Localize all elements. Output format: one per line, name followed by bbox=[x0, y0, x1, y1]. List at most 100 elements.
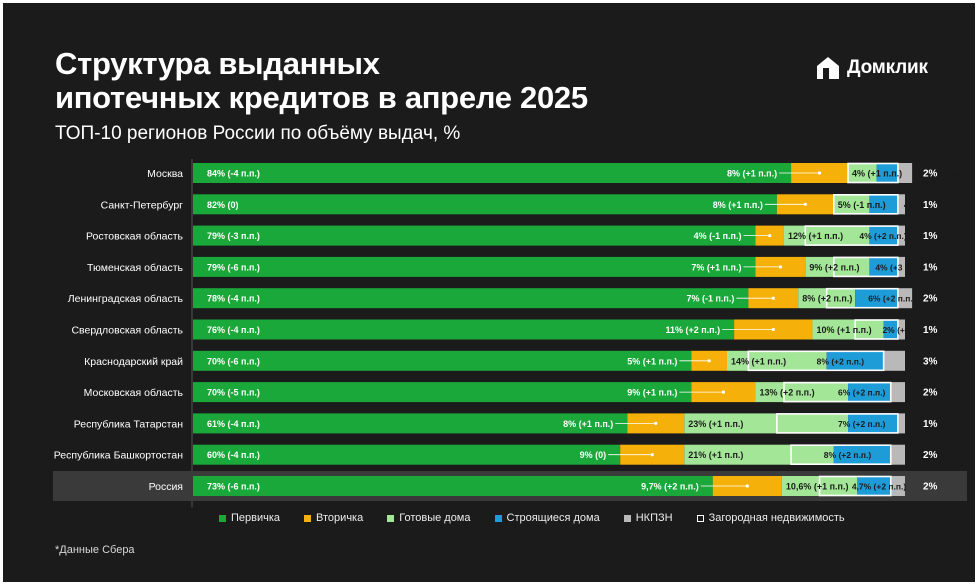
title-line-1: Структура выданных bbox=[55, 46, 380, 81]
bar-primary bbox=[193, 476, 713, 496]
bar-ready bbox=[755, 382, 849, 403]
connector-dot-secondary bbox=[721, 390, 726, 394]
connector-dot-secondary bbox=[803, 202, 807, 206]
bar-nkpzn bbox=[897, 319, 905, 340]
bar-construction bbox=[857, 476, 891, 496]
bar-primary bbox=[193, 194, 777, 215]
country-share-outline bbox=[804, 225, 899, 246]
bar-ready bbox=[805, 256, 870, 277]
legend-item-primary: Первичка bbox=[219, 512, 280, 524]
bar-label-ready: 9% (+2 п.п.) bbox=[809, 262, 859, 272]
chart-legend: Первичка Вторичка Готовые дома Строящиеся д… bbox=[219, 512, 845, 524]
bar-ready bbox=[684, 444, 834, 465]
country-share-outline bbox=[854, 319, 899, 340]
bar-label-ready: 10,6% (+1 п.п.) bbox=[786, 482, 849, 492]
bar-label-construction: 3% (+1 п.п.) bbox=[918, 169, 966, 179]
bar-label-primary: 76% (-4 п.п.) bbox=[207, 325, 260, 335]
bar-label-nkpzn: 1% bbox=[923, 262, 938, 273]
bar-label-secondary: 9% (+1 п.п.) bbox=[627, 388, 677, 398]
bar-label-secondary: 8% (+1 п.п.) bbox=[563, 419, 613, 429]
category-label: Республика Башкортостан bbox=[54, 450, 183, 462]
bar-primary bbox=[193, 225, 756, 246]
bar-label-ready: 13% (+2 п.п.) bbox=[759, 388, 814, 398]
bar-construction bbox=[833, 444, 891, 465]
bar-nkpzn bbox=[883, 350, 905, 371]
house-logo-icon bbox=[817, 57, 839, 79]
bar-ready bbox=[812, 319, 884, 340]
legend-swatch bbox=[494, 514, 502, 522]
category-label: Тюменская область bbox=[87, 262, 183, 274]
bar-label-construction: 2% (+1 п.п.) bbox=[882, 325, 930, 335]
bar-nkpzn bbox=[897, 288, 913, 309]
page-title: Структура выданных ипотечных кредитов в … bbox=[55, 47, 588, 115]
bar-label-secondary: 7% (+1 п.п.) bbox=[691, 262, 741, 272]
legend-item-nkpzn: НКПЗН bbox=[623, 512, 673, 524]
country-share-outline bbox=[790, 444, 892, 466]
connector-dot-secondary bbox=[768, 234, 772, 238]
legend-label: Вторичка bbox=[316, 512, 364, 524]
bar-label-primary: 78% (-4 п.п.) bbox=[207, 294, 260, 304]
bar-label-nkpzn: 2% bbox=[923, 169, 938, 180]
bar-primary bbox=[193, 382, 692, 403]
bar-label-primary: 79% (-6 п.п.) bbox=[207, 262, 260, 272]
bar-label-construction: 8% (+2 п.п.) bbox=[817, 356, 865, 366]
bar-label-construction: 8% (+2 п.п.) bbox=[824, 450, 872, 460]
country-share-outline bbox=[832, 194, 899, 215]
title-line-2: ипотечных кредитов в апреле 2025 bbox=[55, 80, 588, 115]
category-label: Московская область bbox=[84, 387, 184, 399]
bar-construction bbox=[848, 382, 891, 403]
bar-nkpzn bbox=[897, 413, 905, 434]
legend-swatch bbox=[696, 514, 704, 522]
connector-dot-secondary bbox=[817, 171, 822, 175]
bar-label-nkpzn: 2% bbox=[923, 482, 938, 493]
bar-label-secondary: 8% (+1 п.п.) bbox=[713, 200, 763, 210]
connector-dot-secondary bbox=[654, 421, 658, 425]
bar-label-ready: 21% (+1 п.п.) bbox=[688, 450, 743, 460]
bar-label-primary: 61% (-4 п.п.) bbox=[207, 419, 260, 429]
bar-nkpzn bbox=[890, 476, 905, 496]
bar-label-nkpzn: 3% bbox=[923, 356, 938, 367]
bar-label-construction: 4% (0) bbox=[904, 200, 929, 210]
bar-nkpzn bbox=[890, 382, 905, 403]
bar-nkpzn bbox=[897, 256, 905, 277]
country-share-outline bbox=[825, 287, 899, 309]
bar-label-secondary: 9% (0) bbox=[580, 450, 607, 460]
category-label: Санкт-Петербург bbox=[101, 199, 184, 211]
legend-label: НКПЗН bbox=[635, 512, 673, 524]
bar-label-construction: 4% (+2 п.п.) bbox=[859, 231, 907, 241]
bar-construction bbox=[869, 256, 898, 277]
legend-label: Первичка bbox=[231, 512, 281, 524]
bar-label-construction: 4% (+3 п.п.) bbox=[875, 262, 923, 272]
infographic: Структура выданных ипотечных кредитов в … bbox=[3, 3, 975, 582]
bar-construction bbox=[848, 413, 898, 434]
bar-label-primary: 70% (-5 п.п.) bbox=[207, 388, 260, 398]
footnote: *Данные Сбера bbox=[55, 544, 135, 556]
category-label: Свердловская область bbox=[71, 325, 183, 337]
country-share-outline bbox=[783, 381, 892, 403]
bar-label-nkpzn: 1% bbox=[923, 419, 938, 430]
bar-ready bbox=[833, 194, 870, 215]
bar-label-primary: 79% (-3 п.п.) bbox=[207, 231, 260, 241]
country-share-outline bbox=[847, 162, 899, 184]
legend-item-construction: Строящиеся дома bbox=[494, 512, 600, 524]
bar-primary bbox=[193, 319, 735, 340]
bar-label-nkpzn: 1% bbox=[923, 200, 938, 211]
bar-label-ready: 4% (+1 п.п.) bbox=[852, 169, 902, 179]
bar-label-construction: 6% (+2 п.п.) bbox=[838, 388, 886, 398]
bar-label-construction: 6% (+2 п.п.) bbox=[868, 294, 916, 304]
connector-dot-secondary bbox=[771, 296, 775, 300]
bar-ready bbox=[684, 413, 849, 434]
stacked-bar-chart: Москва 84% (-4 п.п.) 8% (+1 п.п.) 4% (+1 п.… bbox=[53, 159, 967, 508]
connector-dot-secondary bbox=[745, 484, 749, 488]
country-share-outline bbox=[832, 256, 899, 278]
bar-nkpzn bbox=[897, 163, 913, 183]
bar-label-secondary: 7% (-1 п.п.) bbox=[686, 294, 734, 304]
bar-label-secondary: 8% (+1 п.п.) bbox=[727, 169, 777, 179]
connector-dot-secondary bbox=[650, 453, 654, 457]
country-share-outline bbox=[776, 413, 899, 434]
category-label: Краснодарский край bbox=[84, 356, 183, 368]
bar-label-primary: 60% (-4 п.п.) bbox=[207, 450, 260, 460]
bar-label-secondary: 4% (-1 п.п.) bbox=[694, 231, 742, 241]
country-share-outline bbox=[747, 350, 885, 372]
bar-construction bbox=[869, 225, 898, 246]
